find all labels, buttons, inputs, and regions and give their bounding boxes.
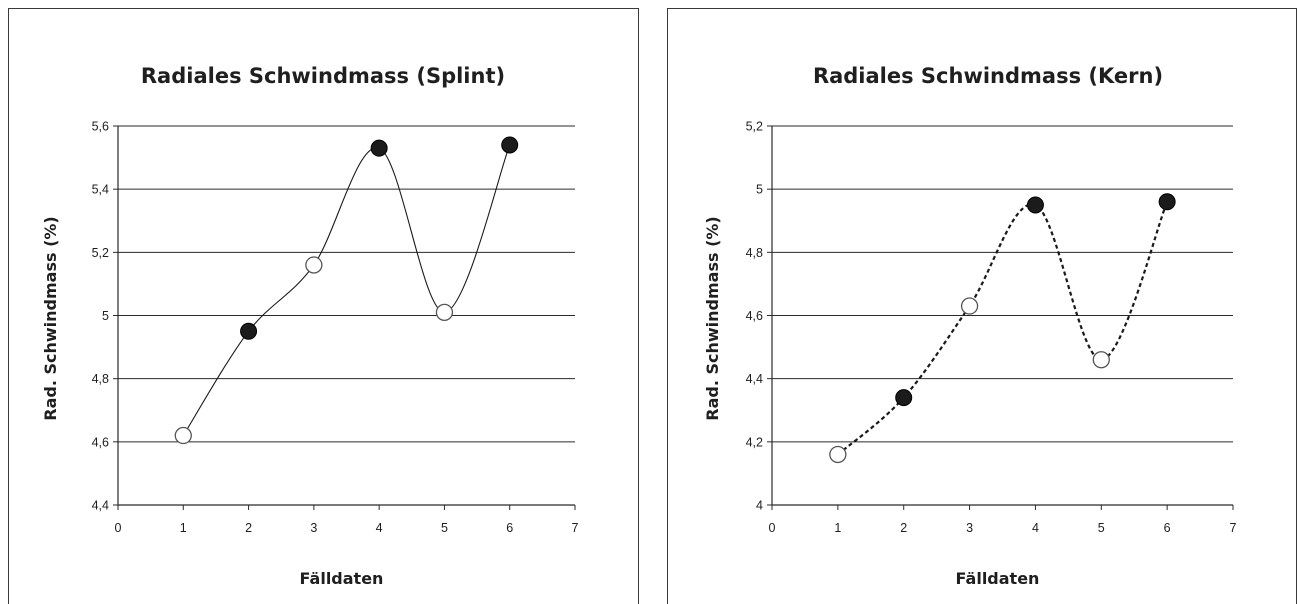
x-tick-label: 1 — [834, 521, 841, 535]
x-tick-label: 2 — [245, 521, 252, 535]
data-point-open — [1092, 351, 1110, 369]
x-tick-label: 3 — [966, 521, 973, 535]
series-line — [182, 144, 511, 436]
x-tick-label: 0 — [115, 521, 122, 535]
y-tick-label: 4,6 — [746, 309, 763, 323]
y-tick-label: 5,4 — [92, 183, 109, 197]
data-point-filled — [1026, 196, 1044, 214]
chart-panel-splint — [8, 8, 639, 604]
y-tick-label: 4 — [756, 499, 763, 513]
y-tick-label: 4,4 — [92, 499, 109, 513]
y-tick-label: 4,8 — [746, 246, 763, 260]
data-point-filled — [1158, 193, 1176, 211]
data-point-filled — [240, 322, 258, 340]
y-tick-label: 4,8 — [92, 372, 109, 386]
chart-splint: Radiales Schwindmass (Splint) 4,4 4,6 4,8 5 5… — [41, 64, 579, 588]
x-tick-label: 7 — [572, 521, 579, 535]
data-point-open — [829, 445, 847, 464]
y-tick-label: 5 — [102, 309, 109, 323]
y-tick-label: 5,2 — [92, 246, 109, 260]
series-line — [837, 201, 1169, 456]
y-axis-title: Rad. Schwindmass (%) — [41, 216, 60, 420]
data-point-filled — [895, 389, 913, 407]
y-tick-label: 4,6 — [92, 435, 109, 449]
y-tick-label: 5 — [756, 183, 763, 197]
x-axis-title: Fälldaten — [956, 569, 1040, 588]
y-tick-label: 5,6 — [92, 120, 109, 134]
x-tick-label: 2 — [900, 521, 907, 535]
chart-panel-kern — [667, 8, 1297, 604]
y-axis-title: Rad. Schwindmass (%) — [703, 216, 722, 420]
data-point-open — [305, 256, 323, 274]
chart-title: Radiales Schwindmass (Kern) — [813, 64, 1163, 88]
x-tick-label: 6 — [506, 521, 513, 535]
x-tick-label: 4 — [376, 521, 383, 535]
y-tick-label: 4,4 — [746, 372, 763, 386]
data-point-filled — [501, 136, 519, 154]
data-point-open — [960, 297, 979, 315]
data-point-filled — [370, 139, 388, 157]
x-tick-label: 6 — [1164, 521, 1171, 535]
data-point-open — [435, 303, 454, 321]
data-point-open — [174, 426, 192, 445]
x-axis-title: Fälldaten — [300, 569, 384, 588]
x-tick-label: 4 — [1032, 521, 1039, 535]
chart-title: Radiales Schwindmass (Splint) — [141, 64, 505, 88]
x-tick-label: 5 — [1098, 521, 1105, 535]
y-tick-label: 5,2 — [746, 120, 763, 134]
chart-kern: Radiales Schwindmass (Kern) 4 4,2 4,4 4,6 4,8… — [703, 64, 1237, 588]
x-tick-label: 5 — [441, 521, 448, 535]
y-tick-label: 4,2 — [746, 435, 763, 449]
x-tick-label: 0 — [769, 521, 776, 535]
x-tick-label: 3 — [310, 521, 317, 535]
x-tick-label: 7 — [1230, 521, 1237, 535]
x-tick-label: 1 — [180, 521, 187, 535]
